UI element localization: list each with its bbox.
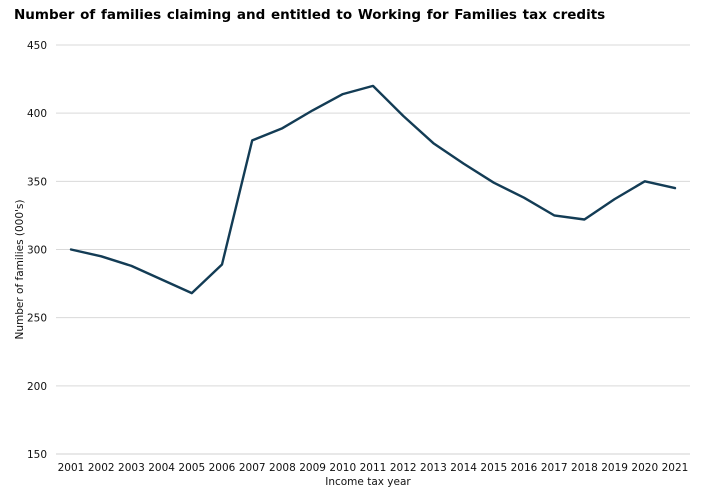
y-tick-label: 150 — [27, 449, 47, 461]
x-tick-label: 2010 — [329, 462, 356, 474]
y-tick-label: 400 — [27, 108, 47, 120]
x-tick-label: 2011 — [360, 462, 387, 474]
x-tick-labels: 2001 2002 2003 2004 2005 2006 2007 2008 2009 2010… — [58, 462, 689, 474]
x-tick-label: 2014 — [450, 462, 477, 474]
x-tick-label: 2004 — [148, 462, 175, 474]
x-tick-label: 2013 — [420, 462, 447, 474]
x-tick-label: 2015 — [480, 462, 507, 474]
series-line — [69, 84, 677, 295]
y-tick-label: 300 — [27, 245, 47, 257]
x-tick-label: 2016 — [511, 462, 538, 474]
y-tick-labels: 150 200 250 300 350 400 450 — [27, 40, 47, 461]
y-tick-label: 200 — [27, 381, 47, 393]
x-tick-label: 2017 — [541, 462, 568, 474]
x-tick-label: 2018 — [571, 462, 598, 474]
x-tick-label: 2005 — [178, 462, 205, 474]
x-tick-label: 2008 — [269, 462, 296, 474]
gridlines — [56, 44, 690, 455]
x-tick-label: 2020 — [631, 462, 658, 474]
x-tick-label: 2007 — [239, 462, 266, 474]
x-tick-label: 2001 — [58, 462, 85, 474]
y-axis-label: Number of families (000's) — [14, 200, 26, 340]
x-tick-label: 2006 — [209, 462, 236, 474]
x-tick-label: 2019 — [601, 462, 628, 474]
y-tick-label: 350 — [27, 176, 47, 188]
x-tick-label: 2003 — [118, 462, 145, 474]
x-tick-label: 2021 — [662, 462, 689, 474]
series-lines — [69, 84, 677, 295]
x-tick-label: 2012 — [390, 462, 417, 474]
y-tick-label: 250 — [27, 313, 47, 325]
chart-title: Number of families claiming and entitled… — [14, 7, 606, 23]
x-axis-label: Income tax year — [325, 476, 411, 488]
x-tick-label: 2009 — [299, 462, 326, 474]
y-tick-label: 450 — [27, 40, 47, 52]
x-tick-label: 2002 — [88, 462, 115, 474]
